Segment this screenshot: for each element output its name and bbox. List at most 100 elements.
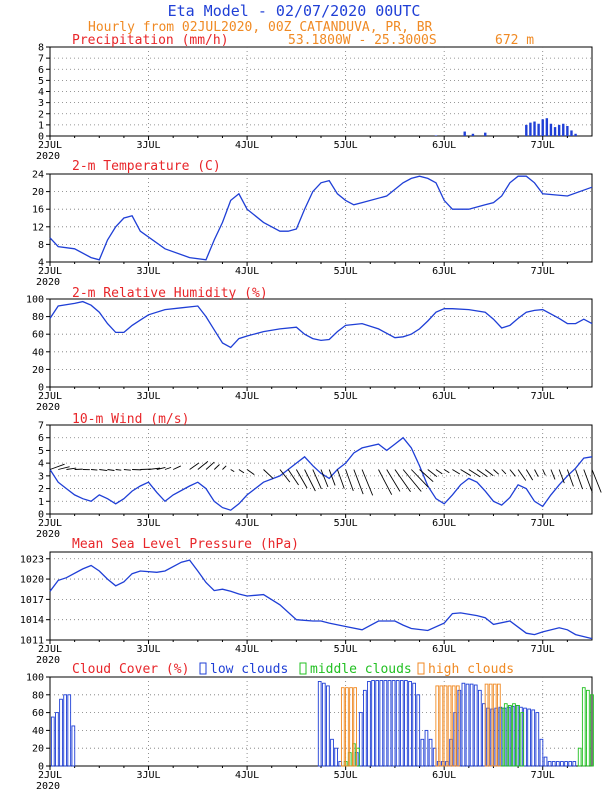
wind-arrow	[378, 469, 393, 495]
wind-arrow	[197, 461, 209, 470]
legend-label: high clouds	[428, 662, 514, 677]
x-tick-label: 3JUL	[136, 644, 160, 655]
series-line	[49, 559, 593, 640]
x-tick-label: 2JUL	[38, 266, 62, 277]
year-label: 2020	[36, 655, 60, 666]
wind-arrow	[295, 469, 308, 489]
y-tick-label: 8	[38, 240, 44, 251]
cloud-bar	[363, 689, 367, 767]
cloud-bar	[469, 683, 474, 767]
y-tick-label: 7	[38, 421, 44, 432]
precip-bar	[549, 123, 553, 136]
y-tick-label: 40	[32, 347, 44, 358]
precip-bar	[525, 124, 528, 136]
y-tick-label: 12	[32, 222, 44, 233]
y-tick-label: 100	[26, 673, 44, 684]
year-label: 2020	[36, 402, 60, 413]
cloud-bar	[551, 761, 556, 767]
cloud-bar	[572, 761, 577, 767]
cloud-bar	[577, 747, 582, 767]
cloud-bar	[71, 725, 76, 767]
cloud-bar	[547, 761, 552, 767]
wind-arrow	[558, 469, 565, 484]
cloud-bar	[383, 680, 388, 767]
cloud-bar	[420, 738, 425, 767]
wind-arrow	[361, 469, 374, 496]
x-tick-label: 6JUL	[432, 644, 456, 655]
cloud-bar	[399, 680, 404, 767]
x-tick-label: 3JUL	[136, 518, 160, 529]
cloud-bar	[371, 680, 375, 767]
wind-arrow	[222, 465, 227, 470]
x-tick-label: 3JUL	[136, 140, 160, 151]
legend-label: middle clouds	[310, 662, 412, 677]
panel-frame	[49, 551, 593, 641]
wind-arrow	[525, 469, 534, 481]
cloud-bar	[326, 685, 330, 767]
wind-arrow	[402, 469, 422, 492]
cloud-bar	[477, 689, 482, 767]
y-tick-label: 60	[32, 708, 44, 719]
precip-bar	[541, 119, 544, 136]
precip-bar	[463, 131, 466, 136]
cloud-bar	[590, 694, 594, 767]
precip-bar	[471, 133, 475, 136]
y-tick-label: 0	[38, 510, 44, 521]
panel-frame	[49, 298, 593, 388]
wind-arrow	[246, 469, 255, 476]
wind-arrow	[123, 469, 131, 471]
cloud-bar	[345, 687, 349, 767]
x-tick-label: 3JUL	[136, 770, 160, 781]
cloud-bar	[461, 682, 466, 767]
wind-arrow	[394, 469, 411, 492]
cloud-bar	[404, 680, 408, 767]
x-tick-label: 7JUL	[531, 140, 555, 151]
wind-arrow	[345, 469, 354, 492]
y-tick-label: 7	[38, 54, 44, 65]
wind-arrow	[460, 469, 471, 476]
wind-arrow	[91, 469, 98, 471]
wind-arrow	[337, 469, 345, 489]
cloud-bar	[560, 761, 564, 767]
y-tick-label: 6	[38, 433, 44, 444]
wind-arrow	[49, 463, 65, 470]
y-tick-label: 1017	[20, 595, 44, 606]
y-tick-label: 80	[32, 690, 44, 701]
wind-arrow	[304, 469, 316, 492]
legend-swatch	[417, 662, 425, 675]
wind-arrow	[328, 469, 336, 486]
cloud-bar	[395, 680, 400, 767]
wind-arrow	[468, 469, 481, 478]
cloud-bar	[520, 712, 525, 767]
wind-arrow	[287, 469, 299, 486]
precip-bar	[434, 135, 438, 136]
y-tick-label: 4	[38, 459, 44, 470]
wind-arrow	[435, 469, 443, 475]
wind-arrow	[164, 466, 172, 470]
y-tick-label: 6	[38, 65, 44, 76]
cloud-bar	[428, 738, 433, 767]
y-tick-label: 20	[32, 187, 44, 198]
cloud-bar	[535, 712, 540, 767]
wind-arrow	[115, 469, 122, 471]
wind-arrow	[575, 469, 584, 490]
cloud-bar	[379, 680, 384, 767]
y-tick-label: 4	[38, 87, 44, 98]
cloud-bar	[455, 685, 460, 767]
x-tick-label: 6JUL	[432, 391, 456, 402]
cloud-bar	[451, 685, 456, 767]
cloud-bar	[586, 689, 590, 767]
wind-arrow	[591, 469, 602, 493]
cloud-bar	[443, 685, 448, 767]
series-line	[49, 175, 593, 261]
y-tick-label: 0	[38, 383, 44, 394]
y-tick-label: 0	[38, 132, 44, 143]
wind-arrow	[238, 469, 245, 474]
year-label: 2020	[36, 529, 60, 540]
y-tick-label: 60	[32, 330, 44, 341]
cloud-bar	[473, 684, 478, 767]
wind-arrow	[279, 469, 291, 483]
cloud-bar	[484, 683, 489, 767]
panel-frame	[49, 173, 593, 263]
wind-arrow	[263, 469, 274, 479]
